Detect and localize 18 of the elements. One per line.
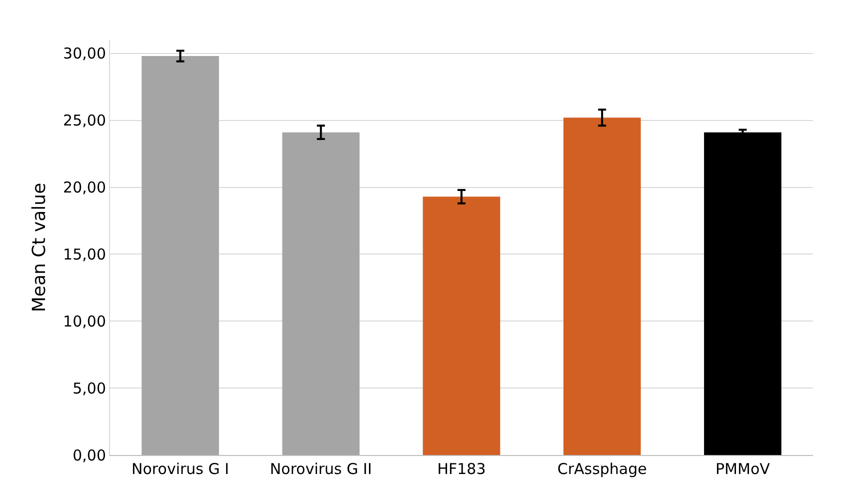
bar (282, 132, 360, 455)
bar (563, 118, 641, 455)
y-axis-title: Mean Ct value (29, 182, 50, 312)
y-tick-label: 25,00 (63, 112, 106, 130)
y-tick-label: 10,00 (63, 312, 106, 330)
x-tick-label: PMMoV (716, 460, 771, 478)
bar (142, 56, 219, 455)
y-tick-label: 30,00 (63, 44, 106, 63)
x-tick-label: Norovirus G I (132, 460, 230, 478)
y-tick-label: 20,00 (63, 178, 106, 197)
bar (704, 132, 782, 455)
y-tick-label: 5,00 (72, 379, 106, 398)
x-tick-label: CrAssphage (557, 460, 647, 478)
y-tick-label: 0,00 (72, 446, 106, 464)
x-tick-label: HF183 (437, 460, 486, 478)
x-tick-label: Norovirus G II (270, 460, 372, 478)
y-tick-label: 15,00 (63, 245, 106, 264)
bar (422, 196, 500, 455)
